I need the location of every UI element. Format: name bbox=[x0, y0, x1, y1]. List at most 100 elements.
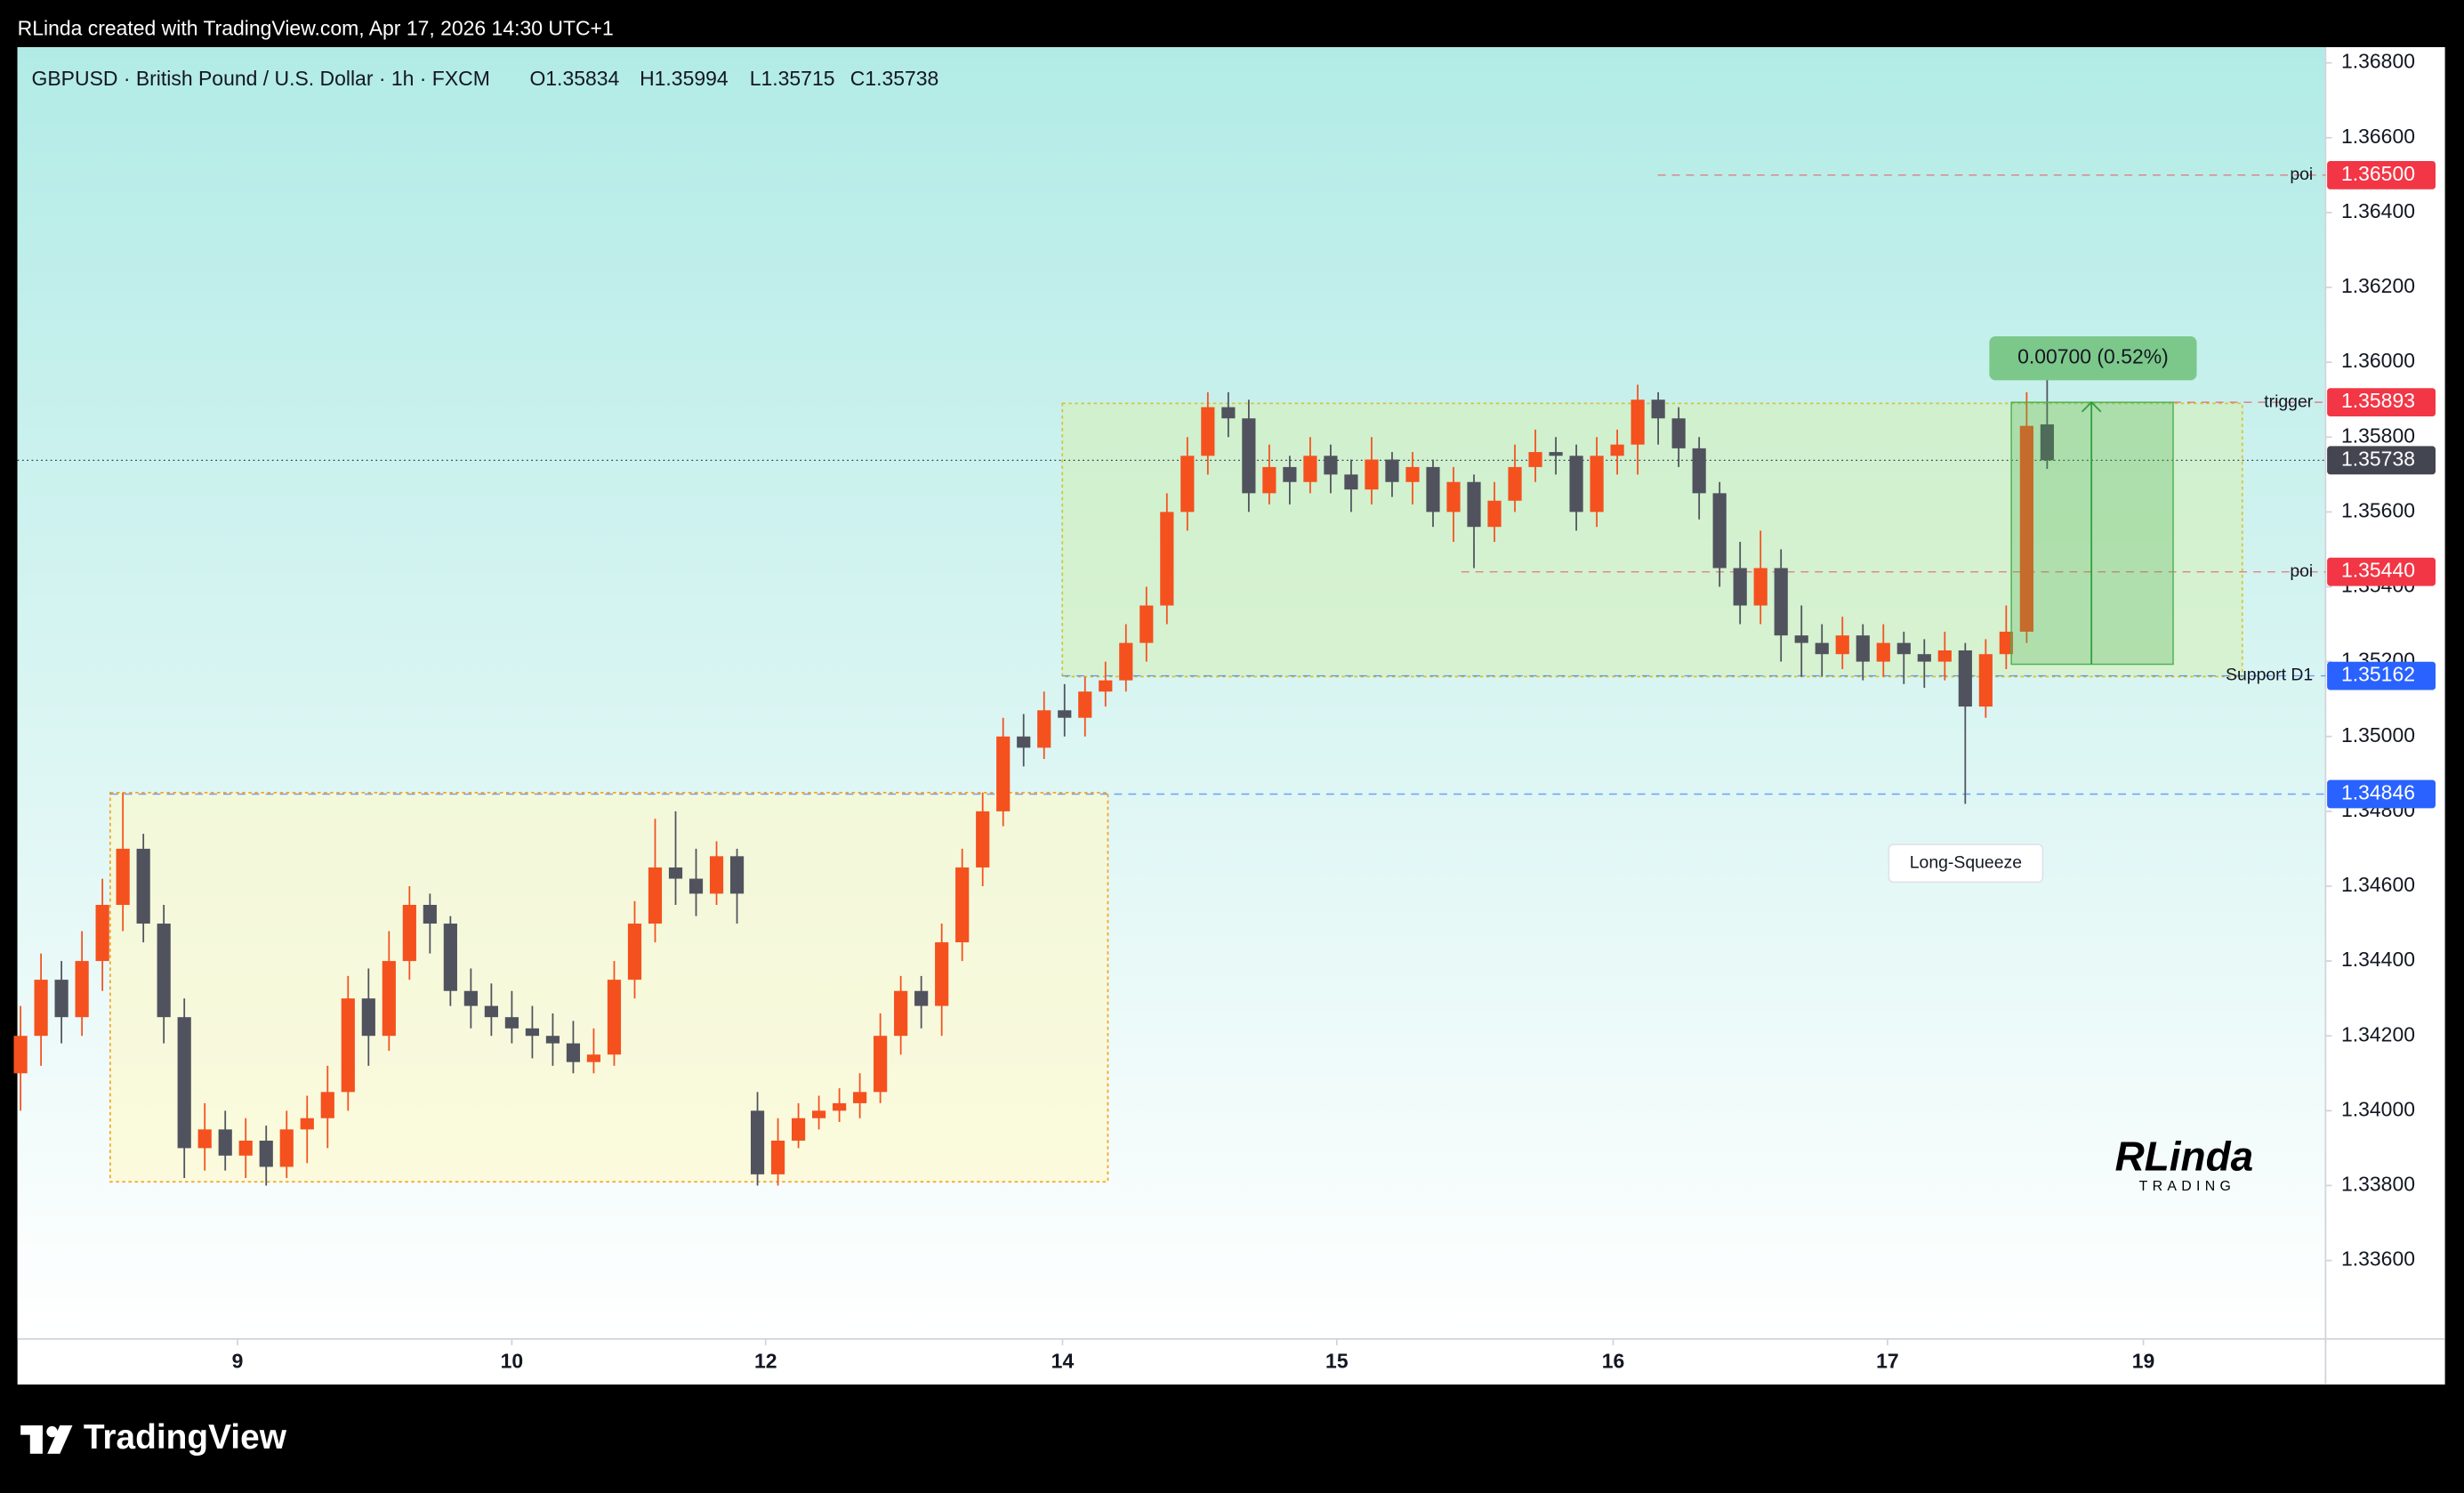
candle-body bbox=[791, 1118, 806, 1141]
candle-body bbox=[1590, 456, 1604, 512]
candle-body bbox=[1303, 456, 1317, 482]
candle-body bbox=[1344, 474, 1358, 490]
candle-body bbox=[1324, 456, 1338, 475]
candle-body bbox=[1569, 456, 1583, 512]
callout-text: Long-Squeeze bbox=[1910, 852, 2022, 872]
candle-body bbox=[1917, 654, 1931, 662]
x-tick-label: 12 bbox=[754, 1349, 777, 1372]
measure-arrowhead bbox=[2081, 400, 2102, 413]
level-text: Support D1 bbox=[2226, 666, 2313, 685]
candle-body bbox=[1978, 654, 1993, 707]
watermark-sub: TRADING bbox=[2139, 1179, 2236, 1194]
candle-body bbox=[95, 905, 109, 962]
price-tag-label: 1.35738 bbox=[2341, 447, 2415, 470]
price-tag bbox=[2327, 388, 2436, 417]
candle-body bbox=[1671, 418, 1686, 448]
candle-body bbox=[688, 878, 704, 894]
candle-body bbox=[484, 1005, 498, 1018]
candle-body bbox=[525, 1028, 540, 1037]
candle-body bbox=[1610, 444, 1624, 456]
candle-body bbox=[1385, 459, 1399, 482]
candle-body bbox=[34, 980, 48, 1037]
candle-body bbox=[1549, 452, 1563, 456]
y-tick-label: 1.34000 bbox=[2341, 1097, 2415, 1120]
candle-body bbox=[1958, 650, 1972, 707]
candle-body bbox=[54, 980, 68, 1018]
candle-body bbox=[1365, 459, 1379, 490]
header: RLinda created with TradingView.com, Apr… bbox=[18, 17, 614, 40]
candle-body bbox=[1794, 635, 1808, 643]
candle-body bbox=[545, 1036, 560, 1044]
price-tag bbox=[2327, 779, 2436, 809]
candle-body bbox=[668, 867, 683, 879]
candle-body bbox=[874, 1036, 888, 1093]
price-tag-label: 1.35162 bbox=[2341, 663, 2415, 686]
candle-body bbox=[402, 905, 416, 962]
candle-body bbox=[75, 961, 89, 1018]
ohlc-high: H1.35994 bbox=[640, 67, 729, 90]
candle-body bbox=[1446, 481, 1461, 512]
candle-body bbox=[1733, 568, 1747, 606]
candle-body bbox=[1937, 650, 1952, 662]
candle-body bbox=[1099, 680, 1113, 692]
candle-body bbox=[136, 848, 150, 924]
y-tick-label: 1.34600 bbox=[2341, 873, 2415, 896]
candle-body bbox=[1017, 736, 1031, 748]
candle-body bbox=[1753, 568, 1767, 606]
x-tick-label: 10 bbox=[501, 1349, 524, 1372]
price-tag-label: 1.34846 bbox=[2341, 781, 2415, 804]
callout-box bbox=[1888, 843, 2044, 884]
candle-body bbox=[833, 1102, 847, 1111]
candle-body bbox=[1651, 399, 1665, 419]
candle-body bbox=[1201, 407, 1215, 456]
candle-body bbox=[750, 1110, 765, 1174]
candle-body bbox=[1631, 399, 1645, 445]
candle-body bbox=[1160, 512, 1174, 606]
candle-body bbox=[1487, 500, 1502, 528]
x-tick-label: 15 bbox=[1325, 1349, 1349, 1372]
candle-body bbox=[996, 736, 1011, 811]
candle-body bbox=[279, 1129, 294, 1167]
x-tick-label: 16 bbox=[1602, 1349, 1625, 1372]
candle-body bbox=[1467, 481, 1481, 528]
candle-body bbox=[361, 998, 375, 1037]
candle-body bbox=[586, 1054, 601, 1062]
candle-body bbox=[177, 1017, 191, 1149]
candle-body bbox=[504, 1017, 519, 1029]
level-text: poi bbox=[2290, 165, 2313, 184]
candle-body bbox=[894, 990, 908, 1037]
measure-label-box bbox=[1989, 335, 2197, 381]
y-tick-label: 1.36000 bbox=[2341, 349, 2415, 372]
y-tick-label: 1.33800 bbox=[2341, 1173, 2415, 1196]
candle-body bbox=[1999, 631, 2013, 655]
candle-body bbox=[1405, 466, 1420, 482]
candle-body bbox=[976, 811, 990, 868]
candle-body bbox=[1712, 493, 1727, 569]
level-text: trigger bbox=[2264, 391, 2314, 411]
candle-body bbox=[1856, 635, 1870, 662]
price-tag bbox=[2327, 557, 2436, 586]
price-tag-label: 1.35440 bbox=[2341, 559, 2415, 582]
candle-body bbox=[1876, 642, 1890, 662]
y-tick-label: 1.36400 bbox=[2341, 199, 2415, 222]
y-tick-label: 1.35000 bbox=[2341, 723, 2415, 746]
candle-body bbox=[1426, 466, 1440, 512]
candle-body bbox=[1774, 568, 1788, 636]
footer-logo: TradingView bbox=[84, 1418, 287, 1457]
candle-body bbox=[259, 1140, 273, 1167]
candle-body bbox=[2019, 425, 2033, 632]
candle-body bbox=[566, 1043, 581, 1062]
candle-body bbox=[13, 1036, 28, 1074]
ohlc-close: C1.35738 bbox=[850, 67, 939, 90]
legend-title: GBPUSD · British Pound / U.S. Dollar · 1… bbox=[32, 67, 490, 90]
candle-body bbox=[1815, 642, 1829, 655]
price-tag-label: 1.36500 bbox=[2341, 162, 2415, 185]
candle-body bbox=[2040, 424, 2054, 461]
candle-body bbox=[320, 1092, 334, 1118]
candle-body bbox=[1283, 466, 1297, 482]
watermark: RLinda bbox=[2115, 1134, 2254, 1180]
candle-body bbox=[709, 856, 724, 894]
candle-body bbox=[463, 990, 478, 1006]
candle-body bbox=[341, 998, 355, 1093]
